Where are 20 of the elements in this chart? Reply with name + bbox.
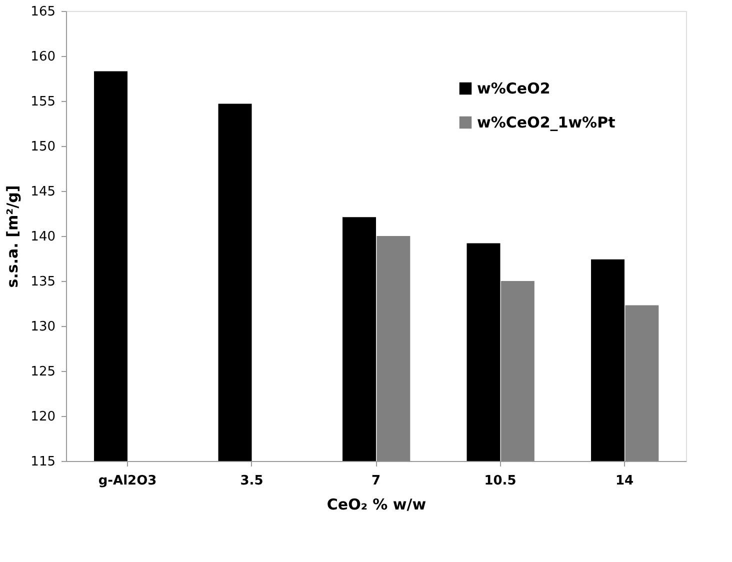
x-tick-label: 3.5 bbox=[240, 474, 264, 488]
y-tick-label: 145 bbox=[30, 184, 56, 200]
y-tick-label: 125 bbox=[30, 364, 56, 380]
x-tick-label: 10.5 bbox=[484, 474, 516, 488]
y-tick-label: 155 bbox=[30, 94, 56, 110]
legend-label: w%CeO2_1w%Pt bbox=[477, 114, 616, 132]
y-tick-label: 115 bbox=[30, 454, 56, 470]
y-axis-title: s.s.a. [m²/g] bbox=[4, 185, 22, 288]
y-tick-label: 130 bbox=[30, 320, 56, 334]
y-tick-label: 135 bbox=[30, 274, 56, 290]
y-tick-label: 150 bbox=[30, 140, 56, 154]
x-axis-title: CeO₂ % w/w bbox=[326, 496, 426, 514]
y-tick-label: 120 bbox=[30, 410, 56, 424]
y-tick-label: 160 bbox=[30, 50, 56, 64]
x-tick-label: g-Al2O3 bbox=[98, 474, 157, 488]
legend-label: w%CeO2 bbox=[477, 80, 550, 98]
x-tick-label: 7 bbox=[371, 474, 381, 488]
x-tick-label: 14 bbox=[615, 474, 634, 488]
y-tick-label: 140 bbox=[30, 230, 56, 244]
y-tick-label: 165 bbox=[30, 4, 56, 20]
